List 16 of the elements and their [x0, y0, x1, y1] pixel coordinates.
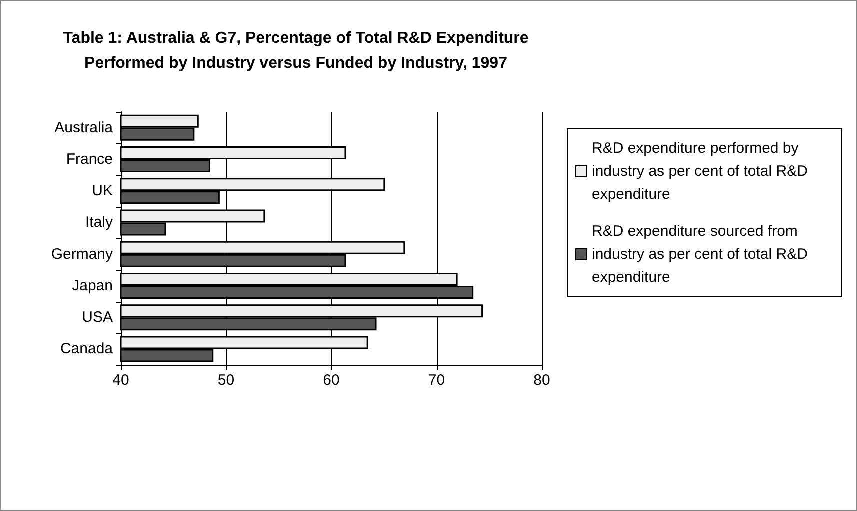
y-tick-label: Germany [51, 246, 114, 263]
y-tick-label: Canada [60, 340, 114, 358]
x-tick-label: 60 [323, 372, 340, 389]
y-tick-label: Japan [72, 277, 113, 294]
y-tick-label: Australia [54, 119, 114, 136]
x-tick-label: 70 [428, 372, 446, 389]
chart-title: Table 1: Australia & G7, Percentage of Total R&D Expenditure Performed by Industry versus Funded by Industry, 1997 [63, 30, 529, 72]
x-tick-label: 80 [534, 372, 550, 389]
legend-label: R&D expenditure performed by industry as per cent of total R&D expenditure [592, 140, 812, 203]
y-tick-label: Italy [85, 214, 114, 232]
x-tick-label: 50 [218, 372, 235, 389]
x-tick-label: 40 [112, 372, 130, 389]
y-tick-label: UK [92, 182, 113, 200]
y-tick-label: USA [82, 309, 113, 326]
y-tick-label: France [66, 150, 113, 168]
legend-label: R&D expenditure sourced from industry as per cent of total R&D expenditure [592, 223, 812, 286]
